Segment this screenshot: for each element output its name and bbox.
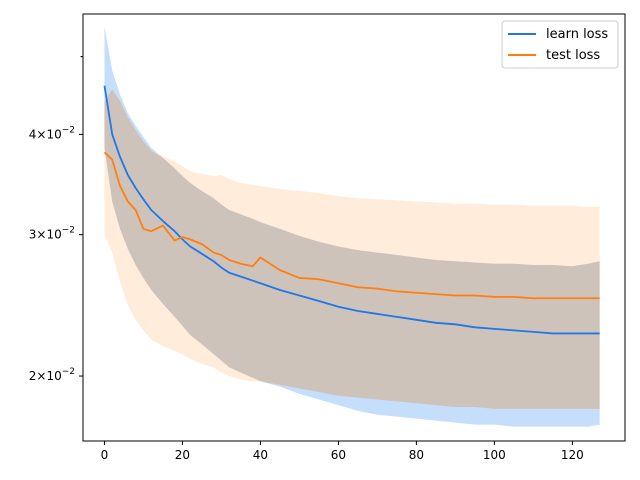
series-lines bbox=[103, 85, 600, 335]
x-tick-label: 0 bbox=[101, 448, 109, 462]
y-tick-label: 4×10−2 bbox=[29, 125, 75, 141]
x-tick-label: 120 bbox=[561, 448, 584, 462]
y-axis: 2×10−2 3×10−2 4×10−2 bbox=[29, 56, 83, 383]
legend-label-learn-loss: learn loss bbox=[546, 27, 608, 42]
x-tick-label: 20 bbox=[175, 448, 190, 462]
band-overlap bbox=[104, 89, 600, 409]
plot-frame bbox=[82, 13, 626, 442]
legend-box bbox=[501, 20, 619, 69]
line-test-loss bbox=[103, 151, 600, 300]
line-learn-loss bbox=[103, 85, 600, 335]
x-axis: 0 20 40 60 80 100 120 bbox=[101, 441, 584, 462]
legend-label-test-loss: test loss bbox=[546, 48, 600, 63]
legend: learn loss test loss bbox=[501, 20, 619, 69]
x-tick-label: 80 bbox=[409, 448, 424, 462]
x-tick-label: 100 bbox=[483, 448, 506, 462]
y-tick-label: 3×10−2 bbox=[29, 226, 75, 242]
y-tick-label: 2×10−2 bbox=[29, 367, 75, 383]
band-test-loss bbox=[104, 89, 600, 409]
x-tick-label: 60 bbox=[331, 448, 346, 462]
x-tick-label: 40 bbox=[253, 448, 268, 462]
